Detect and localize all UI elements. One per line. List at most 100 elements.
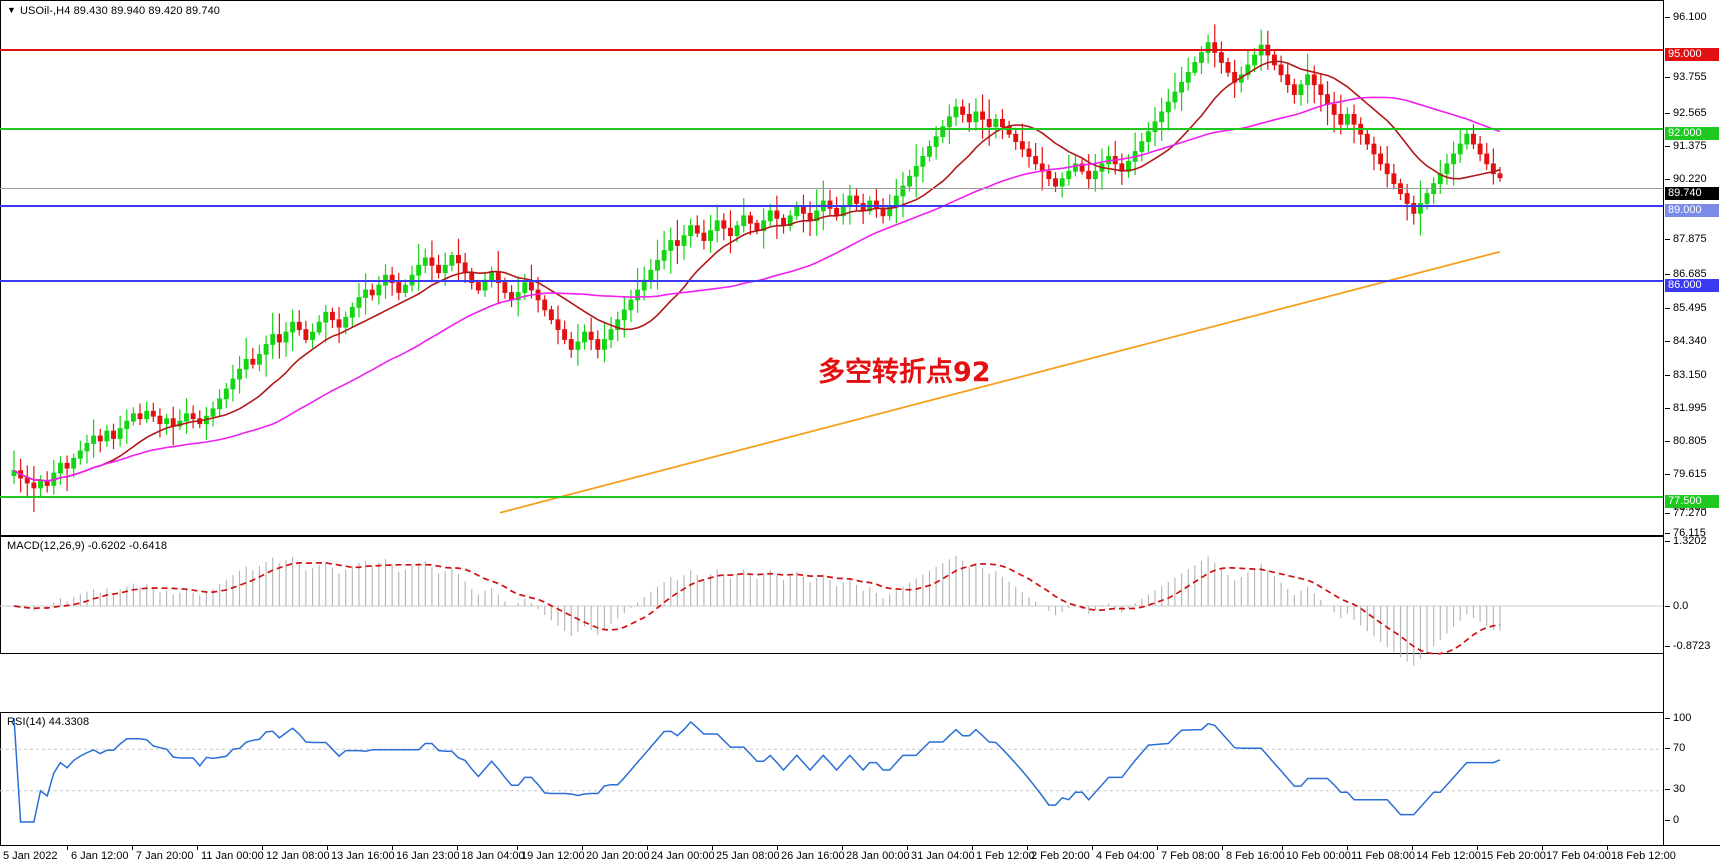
level-line-77-5[interactable] (0, 496, 1664, 498)
price-tick-mark (1665, 17, 1670, 18)
time-axis-label: 15 Feb 20:00 (1481, 850, 1546, 862)
macd-series-svg (0, 555, 1664, 666)
price-axis[interactable]: 96.100 93.755 92.565 91.375 90.220 87.875 86.6… (1664, 0, 1720, 868)
indicator-tick-mark (1665, 606, 1670, 607)
time-axis-tick (842, 846, 843, 850)
collapse-triangle-icon[interactable]: ▼ (7, 5, 17, 15)
time-axis-label: 4 Feb 04:00 (1096, 850, 1155, 862)
price-tick-label: 96.100 (1673, 11, 1707, 23)
indicator-tick-mark (1665, 646, 1670, 647)
price-tick-label: 91.375 (1673, 140, 1707, 152)
indicator-tick-label: 30 (1673, 783, 1686, 795)
time-axis-tick (197, 846, 198, 850)
price-tick-mark (1665, 375, 1670, 376)
price-tick-mark (1665, 179, 1670, 180)
indicator-tick-mark (1665, 789, 1670, 790)
price-tick-mark (1665, 474, 1670, 475)
price-tick-mark (1665, 113, 1670, 114)
rsi-series-svg (0, 717, 1664, 823)
time-axis-tick (1607, 846, 1608, 850)
time-axis-label: 7 Feb 08:00 (1161, 850, 1220, 862)
price-tick-label: 81.995 (1673, 402, 1707, 414)
time-axis-tick (457, 846, 458, 850)
time-axis-label: 31 Jan 04:00 (911, 850, 975, 862)
chart-annotation-text[interactable]: 多空转折点92 (818, 357, 991, 388)
price-level-badge[interactable]: 89.740 (1665, 187, 1719, 200)
indicator-tick-mark (1665, 748, 1670, 749)
time-axis-tick (582, 846, 583, 850)
level-line-86[interactable] (0, 280, 1664, 282)
time-axis-label: 25 Jan 08:00 (716, 850, 780, 862)
time-axis-label: 26 Jan 16:00 (781, 850, 845, 862)
time-axis-tick (1477, 846, 1478, 850)
time-axis-tick (1412, 846, 1413, 850)
price-tick-label: 83.150 (1673, 369, 1707, 381)
price-tick-label: 79.615 (1673, 468, 1707, 480)
price-level-badge[interactable]: 92.000 (1665, 127, 1719, 140)
price-tick-mark (1665, 533, 1670, 534)
time-axis-tick (972, 846, 973, 850)
indicator-tick-label: 100 (1673, 712, 1692, 724)
time-axis-label: 8 Feb 16:00 (1226, 850, 1285, 862)
price-tick-mark (1665, 341, 1670, 342)
time-axis-label: 17 Feb 04:00 (1546, 850, 1611, 862)
time-axis-label: 20 Jan 20:00 (586, 850, 650, 862)
last-price-line (0, 188, 1664, 189)
price-tick-mark (1665, 441, 1670, 442)
time-axis-tick (327, 846, 328, 850)
symbol-header-text: USOil-,H4 89.430 89.940 89.420 89.740 (20, 5, 221, 17)
time-axis-label: 24 Jan 00:00 (651, 850, 715, 862)
time-axis-tick (1027, 846, 1028, 850)
time-axis-tick (1347, 846, 1348, 850)
time-axis-label: 1 Feb 12:00 (976, 850, 1035, 862)
indicator-tick-label: 0.0 (1673, 600, 1689, 612)
symbol-header: ▼ USOil-,H4 89.430 89.940 89.420 89.740 (7, 5, 220, 17)
time-axis-label: 16 Jan 23:00 (396, 850, 460, 862)
time-axis-label: 2 Feb 20:00 (1031, 850, 1090, 862)
time-axis-tick (1542, 846, 1543, 850)
price-tick-label: 80.805 (1673, 435, 1707, 447)
rsi-header: RSI(14) 44.3308 (7, 716, 90, 728)
price-tick-mark (1665, 513, 1670, 514)
level-line-92[interactable] (0, 128, 1664, 130)
time-axis-label: 19 Jan 12:00 (521, 850, 585, 862)
time-axis-tick (907, 846, 908, 850)
price-tick-label: 76.115 (1673, 527, 1706, 539)
rsi-panel[interactable] (0, 712, 1720, 846)
time-axis-label: 13 Jan 16:00 (331, 850, 395, 862)
time-axis-tick (67, 846, 68, 850)
time-axis-label: 11 Jan 00:00 (201, 850, 264, 862)
level-line-95[interactable] (0, 49, 1664, 51)
time-axis-label: 18 Jan 04:00 (461, 850, 525, 862)
price-level-badge[interactable]: 95.000 (1665, 48, 1719, 61)
time-axis-tick (1157, 846, 1158, 850)
level-line-89[interactable] (0, 205, 1664, 207)
macd-header: MACD(12,26,9) -0.6202 -0.6418 (7, 540, 168, 552)
time-axis-tick (712, 846, 713, 850)
price-level-badge[interactable]: 89.000 (1665, 204, 1719, 217)
time-axis-tick (392, 846, 393, 850)
time-axis-label: 12 Jan 08:00 (266, 850, 330, 862)
time-axis-tick (1222, 846, 1223, 850)
price-series-svg (11, 24, 1503, 514)
indicator-tick-label: -0.8723 (1673, 640, 1711, 652)
price-level-badge[interactable]: 86.000 (1665, 279, 1719, 292)
indicator-tick-mark (1665, 820, 1670, 821)
price-tick-mark (1665, 239, 1670, 240)
time-axis-tick (132, 846, 133, 850)
time-axis[interactable]: 5 Jan 2022 6 Jan 12:00 7 Jan 20:00 11 Jan 0… (0, 845, 1720, 868)
time-axis-label: 6 Jan 12:00 (71, 850, 129, 862)
price-level-badge[interactable]: 77.500 (1665, 495, 1719, 508)
time-axis-label: 10 Feb 00:00 (1286, 850, 1351, 862)
price-tick-label: 87.875 (1673, 233, 1707, 245)
price-tick-mark (1665, 77, 1670, 78)
price-tick-mark (1665, 408, 1670, 409)
price-tick-label: 86.685 (1673, 268, 1707, 280)
price-tick-mark (1665, 274, 1670, 275)
price-tick-label: 77.270 (1673, 507, 1707, 519)
price-tick-mark (1665, 146, 1670, 147)
price-tick-label: 93.755 (1673, 71, 1707, 83)
time-axis-tick (647, 846, 648, 850)
price-tick-label: 90.220 (1673, 173, 1707, 185)
time-axis-label: 5 Jan 2022 (3, 850, 58, 862)
